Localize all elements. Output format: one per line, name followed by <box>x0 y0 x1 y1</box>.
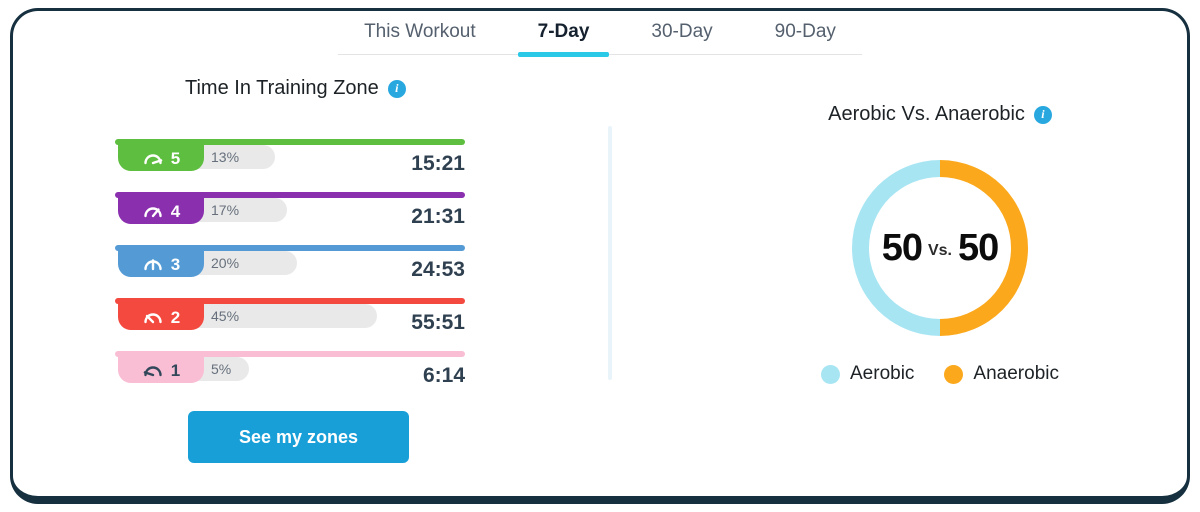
panel-divider <box>608 126 612 380</box>
zone-percent-badge: 5% <box>197 357 249 381</box>
tab-90-day[interactable]: 90-Day <box>774 21 836 42</box>
legend-item-aerobic: Aerobic <box>821 363 914 385</box>
zone-percent-badge: 45% <box>197 304 377 328</box>
aerobic-value: 50 <box>881 226 923 269</box>
zone-percent: 5% <box>211 361 232 377</box>
tab-this-workout[interactable]: This Workout <box>364 21 476 42</box>
donut-center: 50 Vs. 50 <box>869 177 1011 319</box>
workout-summary-card: This Workout 7-Day 30-Day 90-Day Time In… <box>10 8 1190 504</box>
zone-tab: 3 <box>118 251 204 277</box>
zone-time: 15:21 <box>411 152 465 175</box>
tab-30-day[interactable]: 30-Day <box>651 21 713 42</box>
zone-number: 1 <box>170 360 181 380</box>
zone-tab: 2 <box>118 304 204 330</box>
zone-time: 6:14 <box>422 364 465 387</box>
zone-row-2: 45% 2 55:51 <box>115 298 465 351</box>
zone-percent-badge: 17% <box>197 198 288 222</box>
zone-bar <box>115 139 465 145</box>
legend-label: Anaerobic <box>973 363 1059 384</box>
info-icon[interactable]: i <box>1033 105 1052 124</box>
legend-label: Aerobic <box>850 363 915 384</box>
zone-number: 2 <box>170 307 181 327</box>
tab-7-day[interactable]: 7-Day <box>512 19 616 57</box>
zone-number: 4 <box>170 201 181 221</box>
zone-percent: 45% <box>211 308 240 324</box>
zone-percent: 13% <box>211 149 240 165</box>
zone-tab: 5 <box>118 145 204 171</box>
zone-percent: 17% <box>211 202 240 218</box>
zone-tab: 1 <box>118 357 204 383</box>
zone-row-5: 13% 5 15:21 <box>115 139 465 192</box>
zone-number: 3 <box>170 254 181 274</box>
zone-bar <box>115 192 465 198</box>
aerobic-title: Aerobic Vs. Anaerobic <box>828 103 1025 125</box>
zone-percent: 20% <box>211 255 240 271</box>
zone-percent-badge: 20% <box>197 251 297 275</box>
zone-row-3: 20% 3 24:53 <box>115 245 465 298</box>
gauge-icon <box>144 258 162 270</box>
gauge-icon <box>144 153 163 164</box>
anaerobic-value: 50 <box>958 226 999 269</box>
zone-bar <box>115 298 465 304</box>
gauge-icon <box>144 206 162 217</box>
zone-tab: 4 <box>118 198 204 224</box>
anaerobic-dot-icon <box>944 364 964 384</box>
zone-bar <box>115 351 465 357</box>
zone-time: 55:51 <box>411 311 465 334</box>
aerobic-title-row: Aerobic Vs. Anaerobic i <box>770 103 1110 126</box>
aerobic-donut-chart: 50 Vs. 50 <box>852 160 1028 336</box>
zone-number: 5 <box>170 148 181 168</box>
zone-row-1: 5% 1 6:14 <box>115 351 465 404</box>
training-zones-chart: 13% 5 15:21 17% 4 21:31 <box>115 139 465 404</box>
tabs: This Workout 7-Day 30-Day 90-Day <box>338 19 862 57</box>
training-zone-title-row: Time In Training Zone i <box>185 77 406 100</box>
gauge-icon <box>143 365 162 376</box>
zone-row-4: 17% 4 21:31 <box>115 192 465 245</box>
zone-bar <box>115 245 465 251</box>
legend-item-anaerobic: Anaerobic <box>944 363 1059 385</box>
aerobic-dot-icon <box>821 364 840 384</box>
info-icon[interactable]: i <box>387 79 406 98</box>
gauge-icon <box>144 312 162 323</box>
zone-time: 24:53 <box>411 258 465 281</box>
tabs-bar: This Workout 7-Day 30-Day 90-Day <box>13 19 1187 57</box>
vs-label: Vs. <box>927 242 952 259</box>
training-zone-title: Time In Training Zone <box>185 77 379 99</box>
zone-percent-badge: 13% <box>197 145 275 169</box>
donut-legend: Aerobic Anaerobic <box>770 363 1110 385</box>
see-my-zones-button[interactable]: See my zones <box>188 411 409 463</box>
zone-time: 21:31 <box>411 205 465 228</box>
